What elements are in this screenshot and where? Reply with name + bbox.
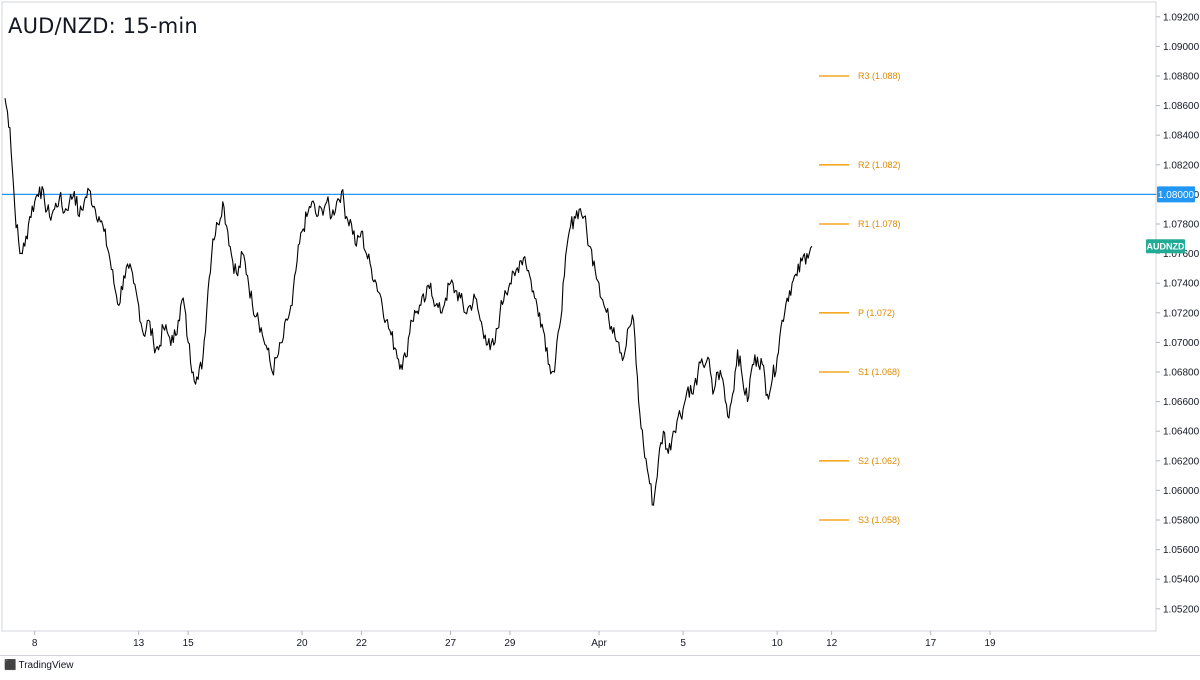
x-tick-label-1: 13 [133,638,145,649]
x-tick-label-3: 20 [296,638,308,649]
key-level-label: 1.08000 [1158,190,1195,201]
price-series-line [4,98,813,506]
y-tick-label-20: 1.09200 [1163,12,1200,23]
x-tick-label-6: 29 [504,638,516,649]
y-tick-label-2: 1.05600 [1163,545,1200,556]
y-tick-label-10: 1.07200 [1163,308,1200,319]
x-tick-label-9: 10 [772,638,784,649]
y-tick-label-9: 1.07000 [1163,338,1200,349]
x-tick-label-5: 27 [445,638,457,649]
x-tick-label-7: Apr [591,638,607,649]
symbol-label: AUDNZD [1147,242,1185,252]
pivot-label-2: R1 (1.078) [858,219,901,229]
y-tick-label-13: 1.07800 [1163,220,1200,231]
x-tick-label-4: 22 [356,638,368,649]
y-tick-label-3: 1.05800 [1163,516,1200,527]
y-tick-label-12: 1.07600 [1163,249,1200,260]
y-tick-label-17: 1.08600 [1163,101,1200,112]
x-tick-label-10: 12 [826,638,838,649]
y-tick-label-18: 1.08800 [1163,72,1200,83]
x-tick-label-11: 17 [925,638,937,649]
pivot-label-0: R3 (1.088) [858,71,901,81]
y-tick-label-4: 1.06000 [1163,486,1200,497]
x-tick-label-8: 5 [680,638,686,649]
y-tick-label-16: 1.08400 [1163,131,1200,142]
pivot-label-6: S3 (1.058) [858,515,900,525]
y-tick-label-8: 1.06800 [1163,368,1200,379]
pivot-label-1: R2 (1.082) [858,160,901,170]
x-tick-label-2: 15 [183,638,195,649]
y-tick-label-7: 1.06600 [1163,397,1200,408]
pivot-label-5: S2 (1.062) [858,456,900,466]
tradingview-logo-icon: ⬛ [4,660,16,671]
key-level-badge [1157,186,1195,203]
x-tick-label-12: 19 [984,638,996,649]
y-tick-label-6: 1.06400 [1163,427,1200,438]
y-tick-label-15: 1.08200 [1163,160,1200,171]
y-tick-label-5: 1.06200 [1163,456,1200,467]
y-tick-label-11: 1.07400 [1163,279,1200,290]
chart-title: AUD/NZD: 15-min [8,14,198,38]
pivot-label-4: S1 (1.068) [858,367,900,377]
plot-frame [1,1,1157,632]
y-tick-label-1: 1.05400 [1163,575,1200,586]
symbol-badge [1146,239,1185,254]
tradingview-brand[interactable]: ⬛ TradingView [4,660,73,671]
x-tick-label-0: 8 [32,638,38,649]
brand-name: TradingView [18,660,74,671]
y-tick-label-0: 1.05200 [1163,604,1200,615]
pivot-label-3: P (1.072) [858,308,895,318]
y-tick-label-19: 1.09000 [1163,42,1200,53]
